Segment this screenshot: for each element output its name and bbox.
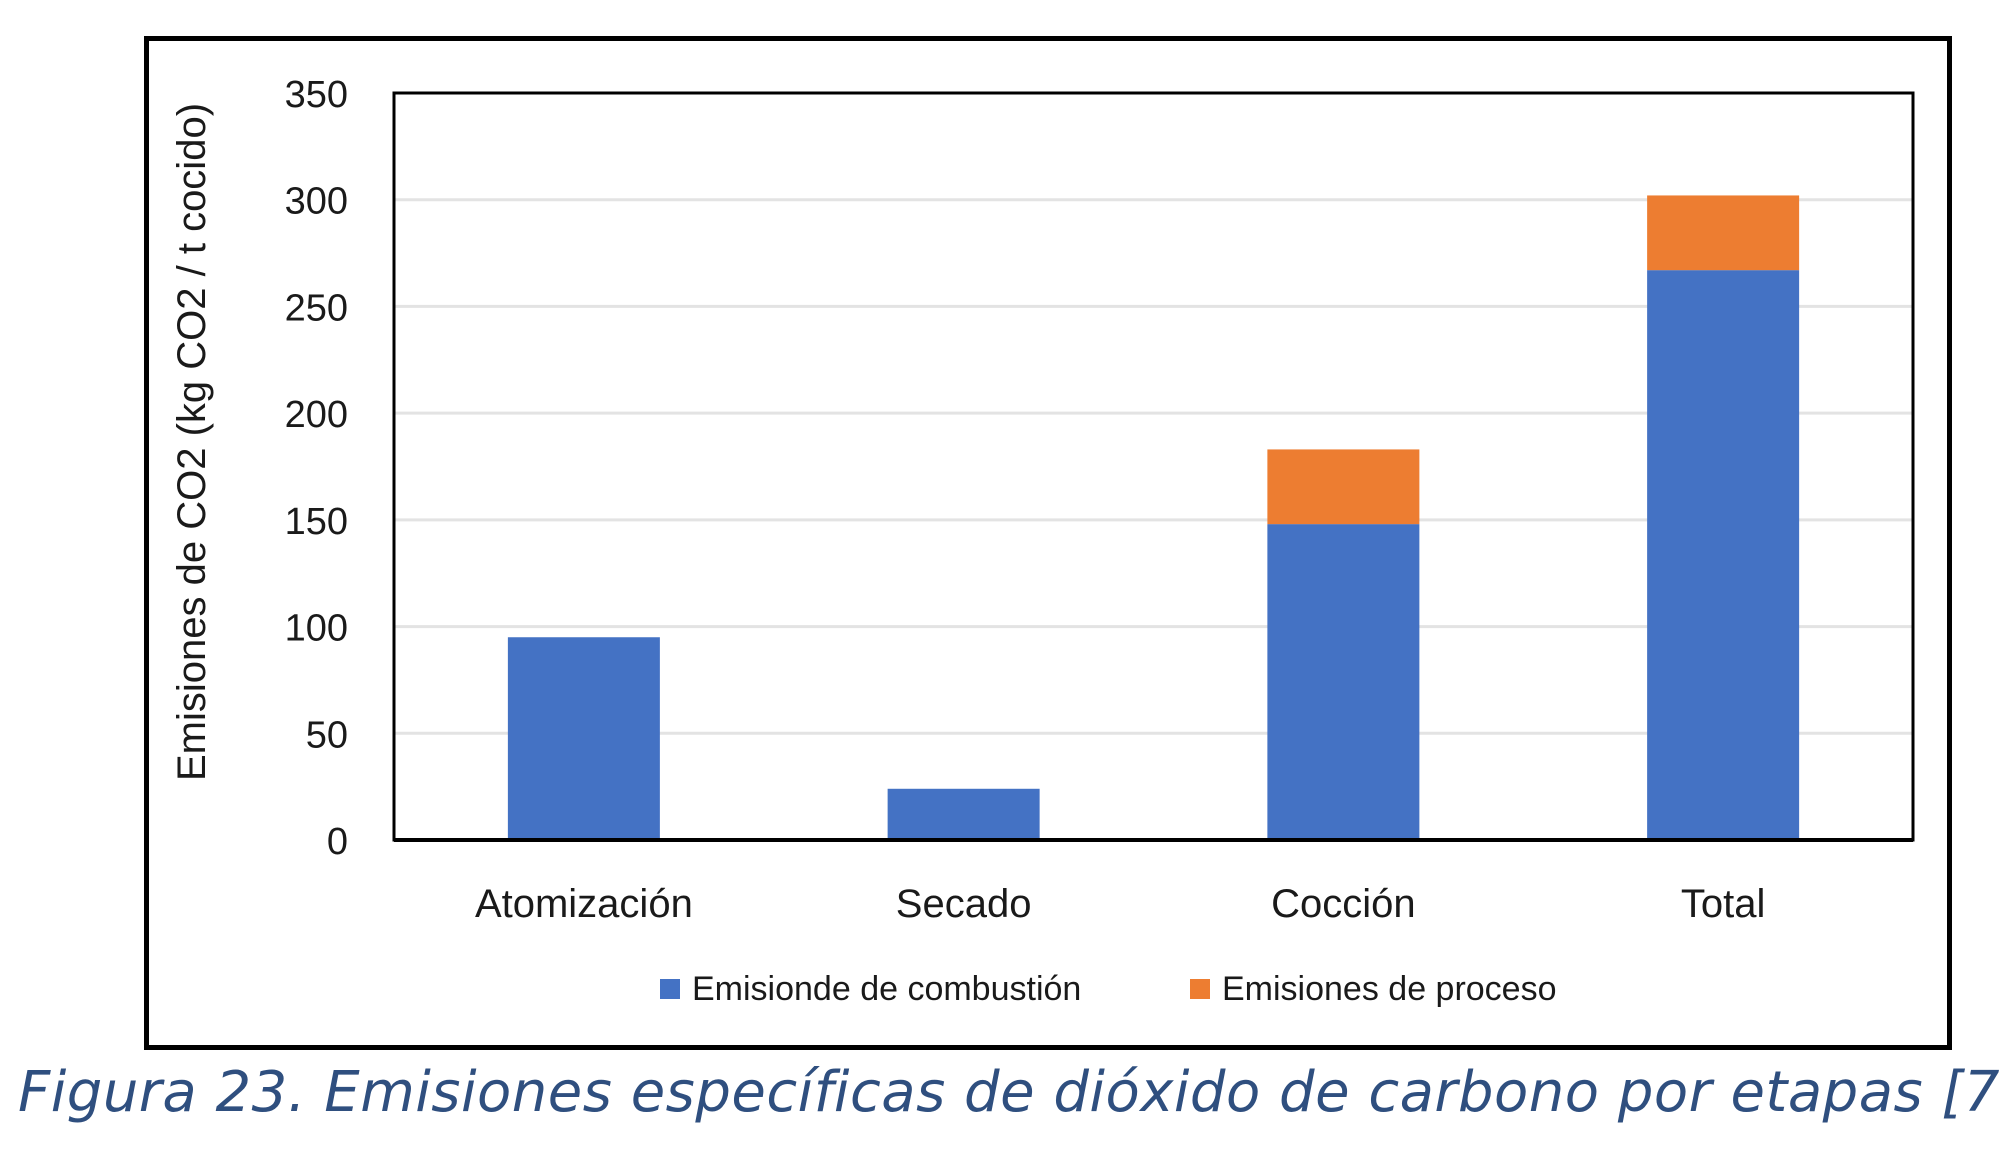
y-tick-label: 250	[285, 287, 348, 329]
y-tick-label: 50	[306, 714, 348, 756]
bar-combustion-1	[887, 788, 1040, 840]
bar-combustion-3	[1647, 270, 1800, 840]
legend-label: Emisiones de proceso	[1222, 970, 1557, 1008]
bar-combustion-0	[507, 637, 660, 840]
axes	[392, 91, 1915, 842]
y-tick-label: 150	[285, 501, 348, 543]
legend-swatch	[660, 979, 680, 999]
y-tick-label: 300	[285, 181, 348, 223]
bar-proceso-2	[1267, 449, 1420, 525]
y-axis-label: Emisiones de CO2 (kg CO2 / t cocido)	[170, 103, 214, 781]
bar-combustion-2	[1267, 524, 1420, 840]
y-tick-labels: 0 50 100 150 200 250 300 350	[285, 74, 348, 863]
y-tick-label: 350	[285, 74, 348, 116]
legend-label: Emisionde de combustión	[692, 970, 1081, 1008]
x-tick-label: Cocción	[1271, 882, 1416, 926]
x-tick-label: Secado	[896, 882, 1032, 926]
bar-proceso-3	[1647, 195, 1800, 271]
bars	[507, 195, 1800, 840]
x-tick-label: Total	[1681, 882, 1766, 926]
x-tick-label: Atomización	[475, 882, 693, 926]
legend: Emisionde de combustión Emisiones de proc…	[660, 970, 1557, 1008]
x-tick-labels: Atomización Secado Cocción Total	[475, 882, 1765, 926]
y-tick-label: 0	[327, 821, 348, 863]
y-tick-label: 200	[285, 394, 348, 436]
y-tick-label: 100	[285, 608, 348, 650]
figure-caption: Figura 23. Emisiones específicas de dióx…	[18, 1060, 2000, 1125]
legend-swatch	[1190, 979, 1210, 999]
